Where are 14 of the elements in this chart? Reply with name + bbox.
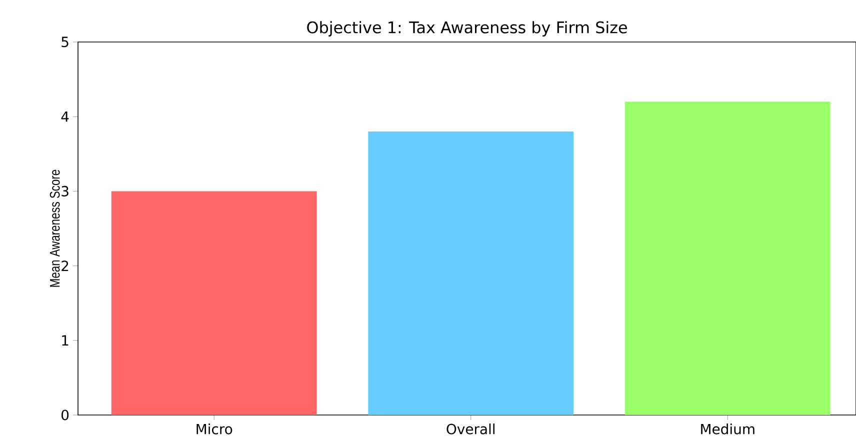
y-tick-label: 2 [62, 260, 68, 271]
bar [368, 132, 574, 415]
bar [624, 102, 830, 415]
x-tick-label: Overall [446, 424, 494, 434]
y-tick-label: 0 [62, 410, 69, 420]
y-tick-label: 3 [62, 186, 68, 196]
bar [111, 191, 317, 415]
x-tick-label: Micro [196, 424, 232, 434]
chart-title: Objective 1: Tax Awareness by Firm Size [307, 21, 627, 36]
y-axis-title: Mean Awareness Score [50, 170, 60, 287]
y-tick-label: 5 [62, 36, 68, 48]
y-tick-label: 4 [61, 112, 69, 122]
y-tick-label: 1 [62, 335, 68, 346]
x-tick-label: Medium [701, 424, 754, 434]
